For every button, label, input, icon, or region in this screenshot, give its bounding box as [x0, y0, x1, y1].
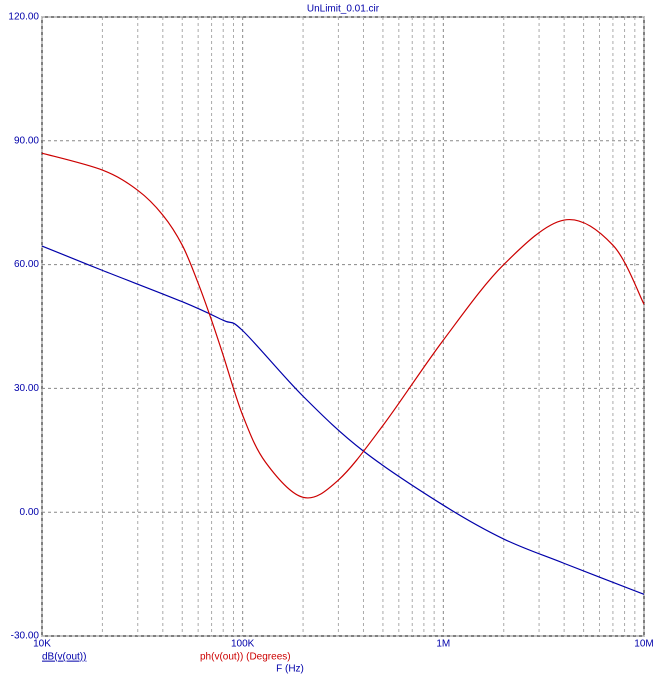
- x-tick-label: 1M: [436, 639, 450, 650]
- series-line: [41, 152, 645, 499]
- legend-label: ph(v(out)) (Degrees): [200, 652, 291, 663]
- x-tick-label: 10M: [634, 639, 653, 650]
- y-tick-label: 30.00: [14, 383, 39, 394]
- x-tick-label: 10K: [33, 639, 51, 650]
- y-tick-label: 60.00: [14, 259, 39, 270]
- x-tick-label: 100K: [231, 639, 255, 650]
- legend-label: dB(v(out)): [42, 652, 86, 663]
- y-tick-label: 90.00: [14, 135, 39, 146]
- chart-title: UnLimit_0.01.cir: [307, 4, 380, 15]
- y-tick-label: 120.00: [8, 12, 39, 23]
- y-tick-label: 0.00: [20, 507, 40, 518]
- y-tick-label: -30.00: [11, 631, 40, 642]
- series-line: [41, 245, 645, 595]
- plot-frame: [41, 16, 645, 637]
- x-axis-label: F (Hz): [276, 664, 304, 675]
